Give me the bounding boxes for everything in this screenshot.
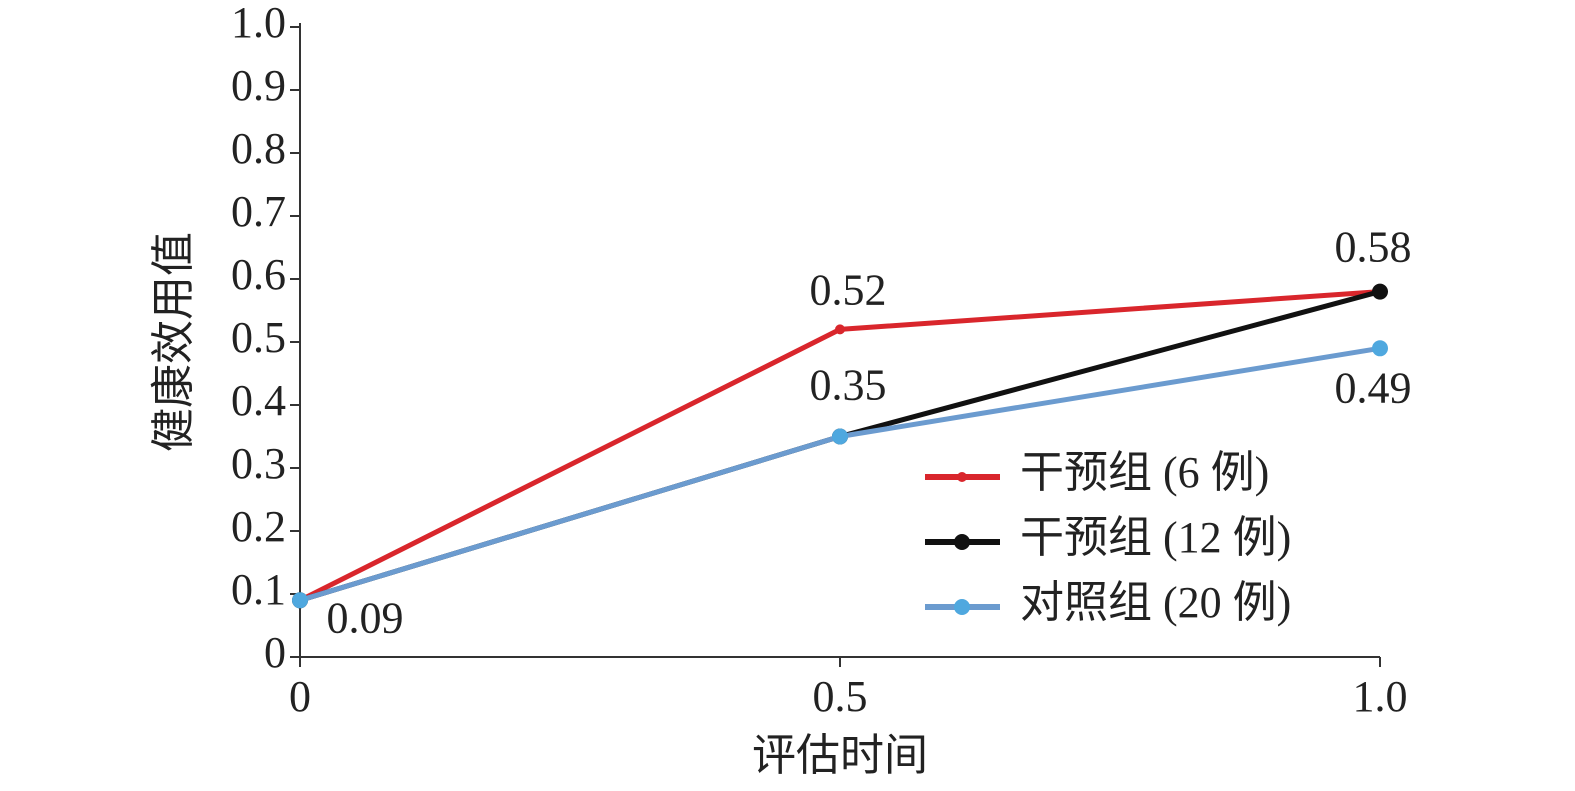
x-axis-title: 评估时间 (752, 731, 928, 780)
legend-marker (954, 599, 970, 615)
series-marker (832, 428, 848, 445)
y-tick-label: 0.4 (231, 376, 286, 425)
data-label: 0.58 (1335, 223, 1412, 272)
series-marker (1372, 283, 1388, 300)
y-tick-label: 0.1 (231, 565, 286, 614)
data-label: 0.35 (810, 361, 887, 410)
legend-marker (954, 534, 970, 550)
series-marker (292, 592, 308, 609)
y-tick-label: 0.7 (231, 187, 286, 236)
series-marker (1372, 340, 1388, 357)
y-tick-label: 0.8 (231, 124, 286, 173)
data-label: 0.09 (327, 593, 404, 642)
y-tick-label: 0.3 (231, 439, 286, 488)
x-tick-label: 1.0 (1353, 672, 1408, 721)
legend-label: 对照组 (20 例) (1020, 578, 1291, 627)
legend-label: 干预组 (12 例) (1020, 513, 1291, 562)
y-tick-label: 0.9 (231, 61, 286, 110)
x-tick-label: 0.5 (813, 672, 868, 721)
y-tick-label: 1.0 (231, 0, 286, 47)
y-tick-label: 0.6 (231, 250, 286, 299)
y-tick-label: 0.5 (231, 313, 286, 362)
legend-marker (957, 472, 967, 482)
legend-label: 干预组 (6 例) (1020, 448, 1269, 497)
y-tick-label: 0 (264, 628, 286, 677)
series-marker (835, 324, 845, 335)
y-tick-label: 0.2 (231, 502, 286, 551)
data-label: 0.49 (1335, 363, 1412, 412)
data-label: 0.52 (810, 265, 887, 314)
y-axis-title: 健康效用值 (149, 232, 198, 452)
x-tick-label: 0 (289, 672, 311, 721)
